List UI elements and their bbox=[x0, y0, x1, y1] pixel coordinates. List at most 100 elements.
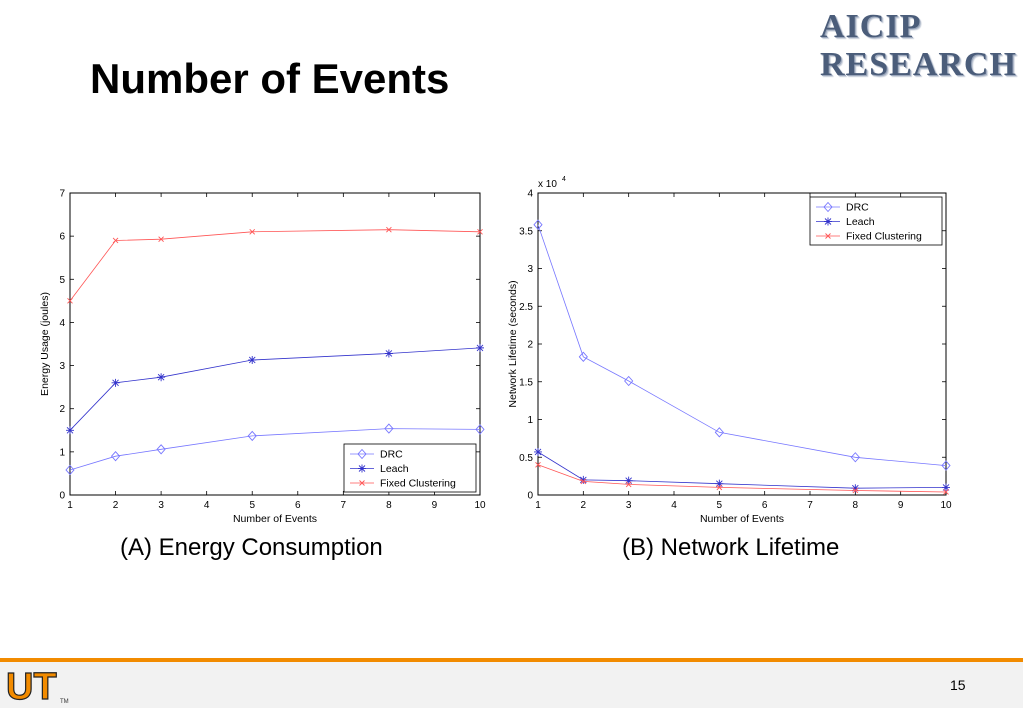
caption-energy-consumption: (A) Energy Consumption bbox=[120, 534, 383, 561]
chart-b-x-axis-label: Number of Events bbox=[700, 513, 784, 525]
chart-b-y-multiplier-exponent: 4 bbox=[562, 176, 566, 183]
chart-b-data-point bbox=[625, 481, 632, 488]
chart-b-legend-label: Fixed Clustering bbox=[846, 231, 922, 243]
chart-b-y-tick-label: 3.5 bbox=[519, 226, 533, 237]
chart-a-legend-label: Leach bbox=[380, 463, 409, 475]
chart-b-y-tick-label: 2.5 bbox=[519, 302, 533, 313]
chart-a-x-tick-label: 7 bbox=[341, 500, 347, 511]
chart-b-data-point bbox=[535, 461, 541, 468]
aicip-research-logo: AICIP RESEARCH bbox=[816, 6, 1016, 88]
chart-a-data-point bbox=[384, 349, 393, 358]
chart-b-data-point bbox=[850, 452, 860, 463]
chart-a-y-tick-label: 7 bbox=[59, 189, 65, 200]
chart-a-data-point bbox=[67, 298, 73, 304]
chart-a-x-tick-label: 3 bbox=[158, 500, 164, 511]
chart-a-x-tick-label: 6 bbox=[295, 500, 301, 511]
chart-a-data-point bbox=[386, 226, 392, 233]
chart-b-legend-marker bbox=[824, 217, 832, 226]
chart-a-data-point bbox=[477, 229, 483, 235]
network-lifetime-chart: 1 2 3 4 5 6 7 8 9 10 0 0.5 1 1.5 2 2.5 3 3.5 4 Number of Ev… bbox=[507, 176, 952, 525]
chart-b-x-tick-label: 10 bbox=[940, 500, 952, 511]
ut-logo-letters: UT bbox=[6, 666, 57, 705]
chart-b-x-tick-label: 9 bbox=[898, 500, 904, 511]
chart-b-data-point bbox=[851, 484, 860, 493]
chart-a-legend-marker bbox=[358, 464, 366, 473]
chart-a-data-point bbox=[111, 378, 120, 387]
chart-a-data-point bbox=[110, 450, 121, 462]
chart-b-y-tick-label: 1.5 bbox=[519, 377, 533, 388]
chart-a-x-tick-label: 1 bbox=[67, 500, 73, 511]
chart-a-series-line-2 bbox=[69, 229, 481, 302]
chart-b-data-point bbox=[715, 479, 724, 488]
slide-title: Number of Events bbox=[90, 55, 450, 102]
chart-a-y-tick-label: 4 bbox=[59, 318, 65, 329]
chart-b-y-tick-label: 2 bbox=[527, 340, 533, 351]
footer-bar bbox=[0, 658, 1023, 708]
chart-b-data-point bbox=[579, 475, 588, 484]
chart-b-x-tick-label: 8 bbox=[853, 500, 859, 511]
chart-b-series-line-0 bbox=[537, 224, 947, 466]
chart-a-y-tick-label: 5 bbox=[59, 275, 65, 286]
chart-b-series-line-1 bbox=[537, 451, 947, 489]
chart-b-y-axis-label: Network Lifetime (seconds) bbox=[507, 280, 519, 407]
chart-a-data-point bbox=[476, 343, 484, 352]
chart-a-y-tick-label: 0 bbox=[59, 491, 65, 502]
chart-a-y-tick-label: 3 bbox=[59, 361, 65, 372]
ut-logo: UT TM bbox=[5, 665, 68, 705]
chart-a-x-tick-label: 8 bbox=[386, 500, 392, 511]
chart-a-data-point bbox=[66, 426, 74, 435]
chart-b-y-tick-label: 1 bbox=[527, 415, 533, 426]
chart-a-data-point bbox=[156, 444, 166, 455]
chart-a-data-point bbox=[248, 355, 257, 364]
chart-a-x-tick-label: 10 bbox=[474, 500, 486, 511]
chart-b-data-point bbox=[942, 483, 950, 492]
chart-a-x-tick-label: 2 bbox=[113, 500, 119, 511]
chart-b-legend-label: Leach bbox=[846, 216, 875, 228]
chart-a-x-tick-label: 5 bbox=[249, 500, 255, 511]
chart-b-legend-marker bbox=[823, 201, 833, 213]
chart-b-data-point bbox=[534, 447, 542, 456]
chart-a-data-point bbox=[384, 423, 394, 434]
chart-b-data-point bbox=[852, 487, 859, 494]
chart-b-y-tick-label: 3 bbox=[527, 264, 533, 275]
chart-a-series-line-1 bbox=[69, 347, 481, 431]
chart-b-y-tick-label: 0.5 bbox=[519, 453, 533, 464]
chart-b-x-tick-label: 1 bbox=[535, 500, 541, 511]
chart-b-data-point bbox=[580, 478, 587, 485]
chart-b-data-point bbox=[533, 219, 543, 230]
chart-b-x-tick-label: 5 bbox=[717, 500, 723, 511]
chart-a-series-line-0 bbox=[69, 428, 481, 471]
chart-b-legend-label: DRC bbox=[846, 202, 869, 214]
chart-b-x-tick-label: 3 bbox=[626, 500, 632, 511]
chart-b-data-point bbox=[943, 489, 949, 495]
chart-a-legend-marker bbox=[359, 480, 365, 486]
chart-b-series-line-2 bbox=[537, 464, 947, 493]
chart-a-data-point bbox=[475, 424, 485, 435]
chart-a-y-axis-label: Energy Usage (joules) bbox=[39, 292, 51, 396]
chart-a-data-point bbox=[112, 237, 119, 244]
chart-a-data-point bbox=[157, 373, 166, 382]
chart-a-legend-label: Fixed Clustering bbox=[380, 478, 456, 490]
chart-b-x-tick-label: 2 bbox=[581, 500, 587, 511]
chart-a-data-point bbox=[65, 464, 75, 476]
chart-a-y-tick-label: 2 bbox=[59, 404, 65, 415]
chart-b-y-tick-label: 4 bbox=[527, 189, 533, 200]
caption-network-lifetime: (B) Network Lifetime bbox=[622, 534, 840, 561]
chart-a-legend bbox=[343, 443, 477, 493]
chart-a-x-tick-label: 4 bbox=[204, 500, 210, 511]
chart-b-data-point bbox=[941, 460, 951, 471]
chart-b-legend-marker bbox=[825, 233, 831, 239]
chart-b-legend bbox=[809, 196, 943, 246]
page-number: 15 bbox=[950, 677, 966, 693]
chart-b-x-tick-label: 6 bbox=[762, 500, 768, 511]
chart-b-y-multiplier: x 10 bbox=[538, 179, 557, 190]
chart-a-data-point bbox=[249, 229, 256, 235]
chart-a-data-point bbox=[158, 236, 164, 242]
footer-accent-line bbox=[0, 658, 1023, 662]
chart-a-legend-label: DRC bbox=[380, 449, 403, 461]
logo-line-2: RESEARCH bbox=[820, 46, 1017, 83]
logo-line-1: AICIP bbox=[820, 8, 922, 45]
chart-a-y-tick-label: 1 bbox=[59, 447, 65, 458]
chart-b-data-point bbox=[578, 351, 588, 363]
